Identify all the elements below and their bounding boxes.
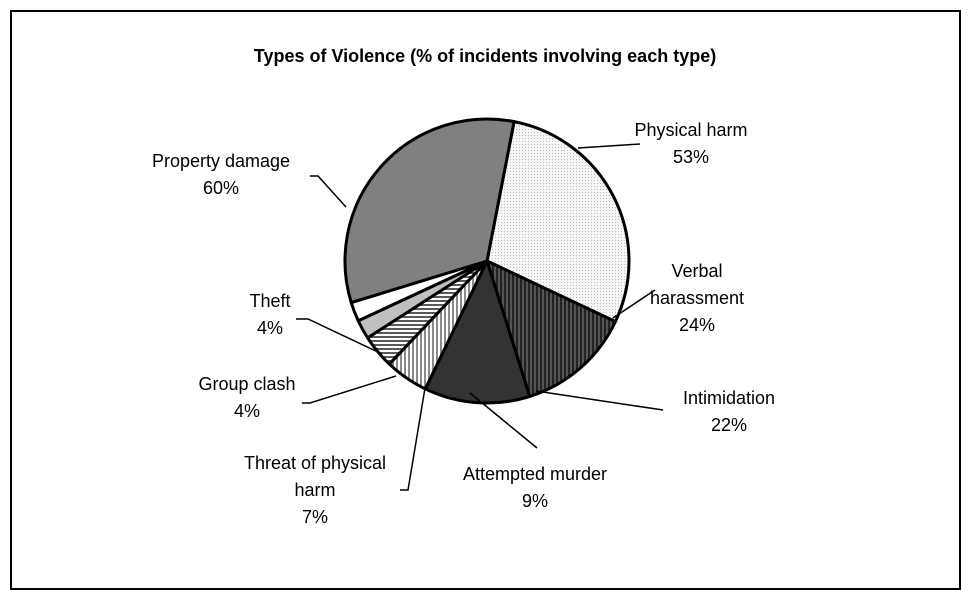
- leader-line: [310, 175, 347, 208]
- leader-line: [302, 375, 397, 404]
- pie-slice-intimidation: [423, 259, 532, 405]
- slice-label: Property damage 60%: [152, 151, 290, 198]
- slice-label: Attempted murder 9%: [463, 464, 607, 511]
- labels-layer: Physical harm 53% Verbal harassment 24% Intim…: [152, 120, 775, 527]
- pie-chart: Types of Violence (% of incidents involv…: [152, 46, 775, 527]
- leader-line: [469, 392, 538, 449]
- slice-label: Verbal harassment 24%: [650, 261, 744, 335]
- slice-label: Threat of physical harm 7%: [244, 453, 386, 527]
- leader-line: [296, 318, 383, 355]
- leader-line: [535, 390, 664, 411]
- leader-line: [577, 143, 641, 149]
- slice-label: Theft 4%: [249, 291, 290, 338]
- slices-layer: [343, 117, 631, 405]
- leader-line: [400, 387, 426, 491]
- slice-label: Intimidation 22%: [683, 388, 775, 435]
- chart-title: Types of Violence (% of incidents involv…: [254, 46, 716, 66]
- pie-slice-property-damage: [343, 117, 516, 305]
- leader-lines-layer: [296, 143, 664, 491]
- slice-label: Physical harm 53%: [634, 120, 747, 167]
- slice-label: Group clash 4%: [198, 374, 295, 421]
- leader-line: [612, 289, 656, 319]
- pie-slice-physical-harm: [485, 120, 631, 324]
